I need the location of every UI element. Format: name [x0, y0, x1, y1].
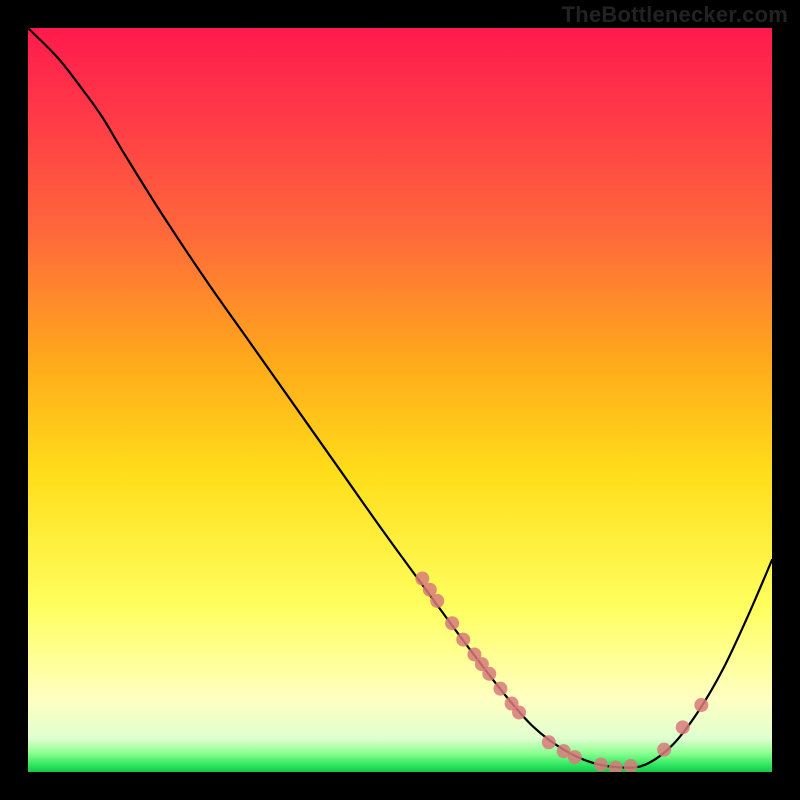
data-marker	[493, 682, 507, 696]
chart-root: TheBottlenecker.com	[0, 0, 800, 800]
plot-background	[28, 28, 772, 772]
data-marker	[512, 705, 526, 719]
data-marker	[456, 633, 470, 647]
plot-svg	[28, 28, 772, 772]
data-marker	[676, 720, 690, 734]
data-marker	[445, 616, 459, 630]
data-marker	[694, 698, 708, 712]
watermark-label: TheBottlenecker.com	[562, 2, 788, 28]
data-marker	[657, 743, 671, 757]
data-marker	[430, 594, 444, 608]
plot-area	[28, 28, 772, 772]
data-marker	[568, 750, 582, 764]
data-marker	[482, 667, 496, 681]
data-marker	[594, 758, 608, 772]
data-marker	[542, 735, 556, 749]
